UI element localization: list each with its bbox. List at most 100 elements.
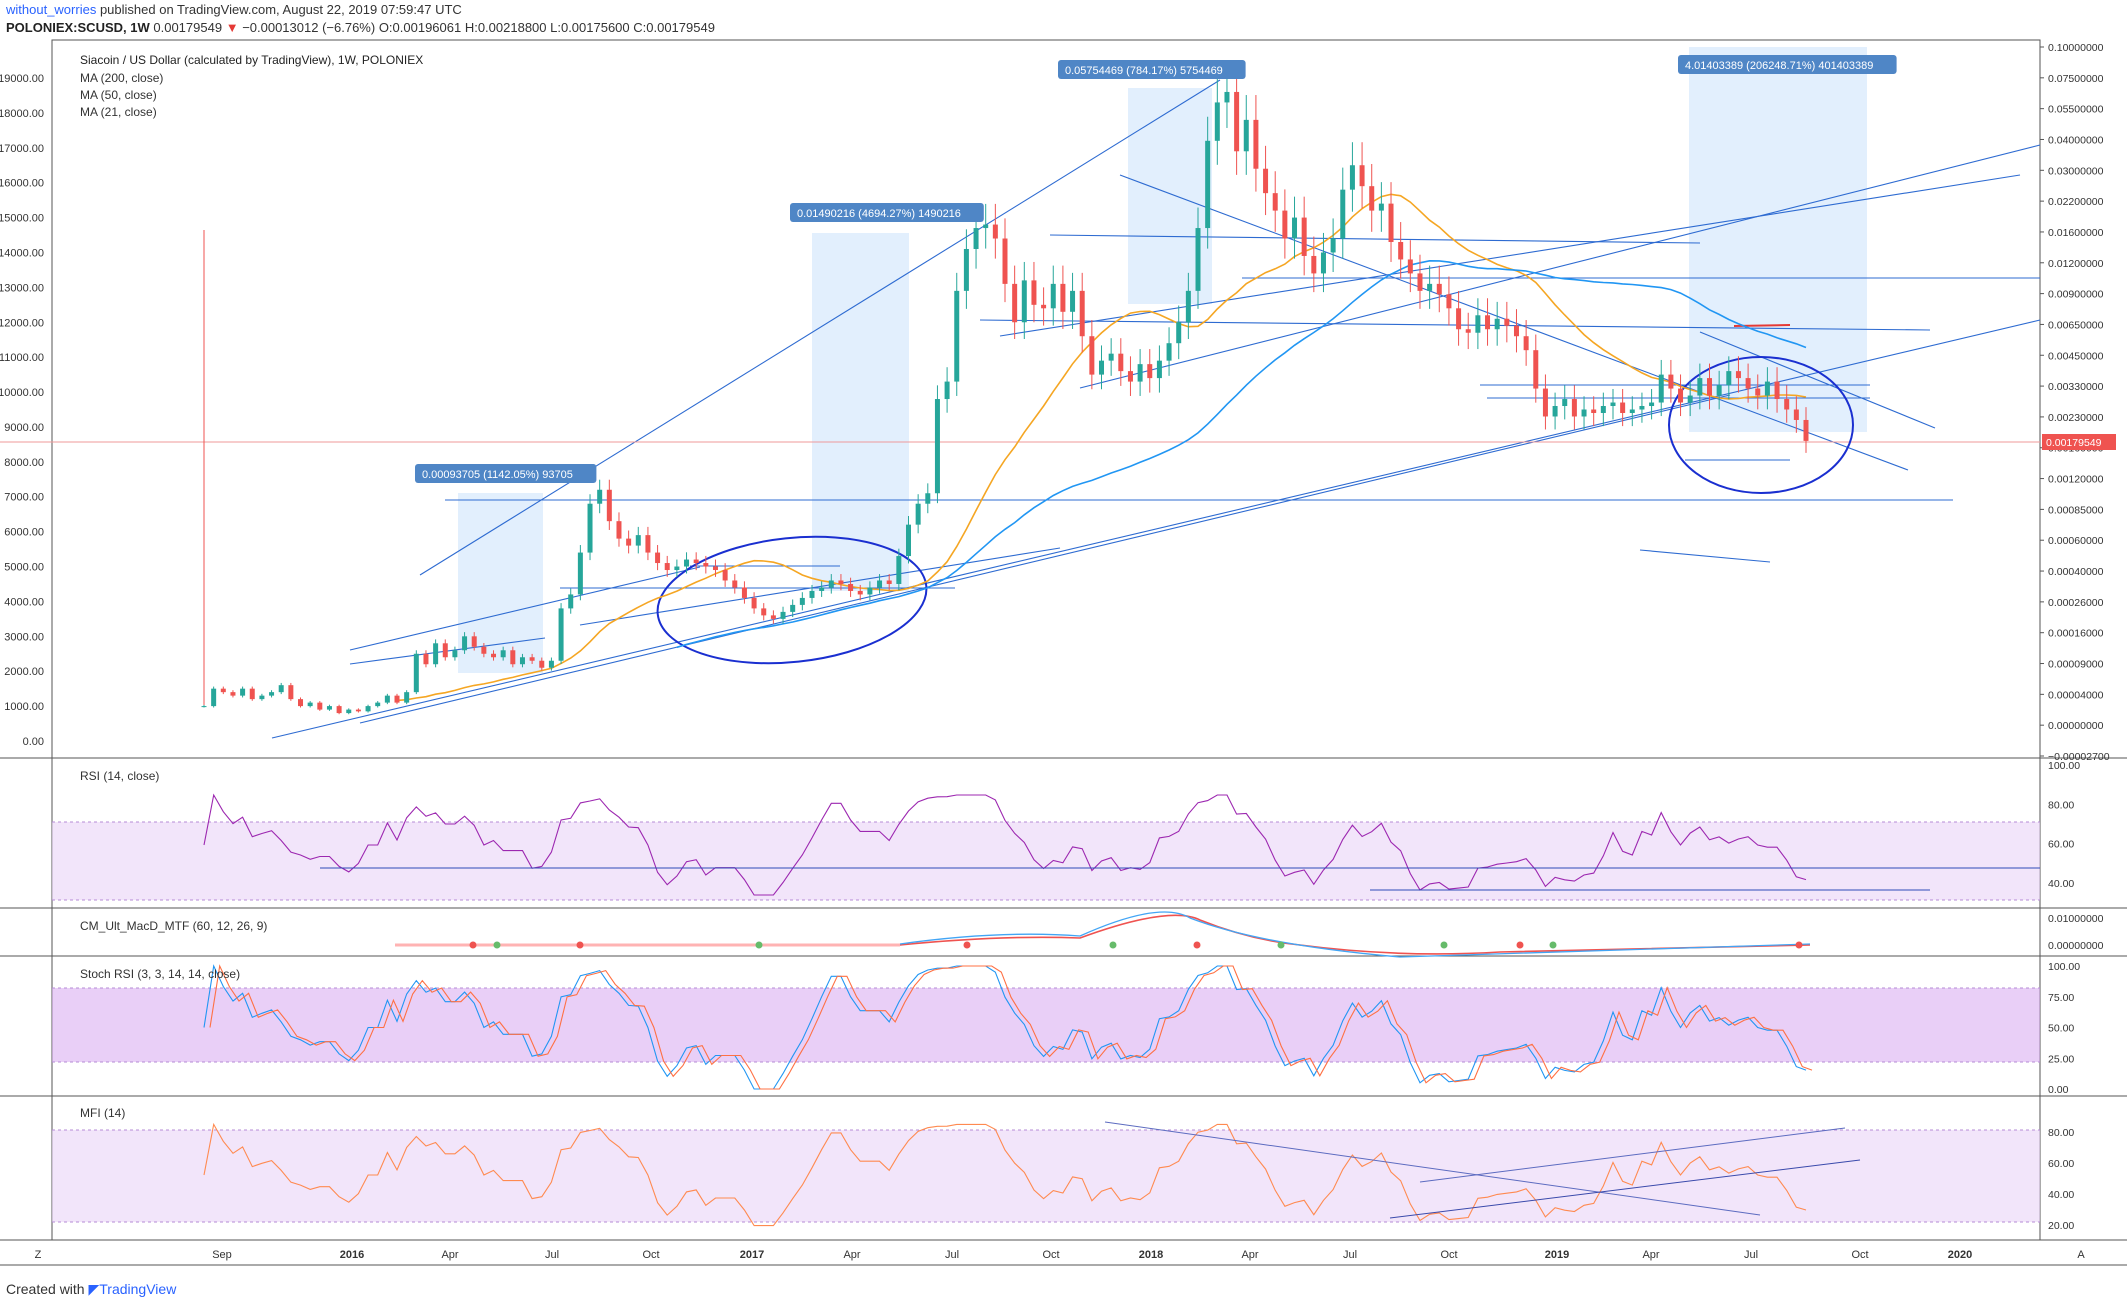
candle-body bbox=[1282, 210, 1288, 239]
candle-body bbox=[645, 535, 651, 553]
candle-body bbox=[326, 706, 332, 710]
left-axis-tick: 12000.00 bbox=[0, 317, 44, 329]
mfi-axis-tick: 40.00 bbox=[2048, 1189, 2074, 1201]
macd-cross-dot bbox=[1109, 941, 1117, 949]
right-axis-tick: 0.00004000 bbox=[2048, 689, 2104, 701]
candle-body bbox=[365, 706, 371, 712]
macd-line bbox=[395, 914, 1811, 955]
candle-body bbox=[491, 653, 497, 658]
ma-legend: MA (21, close) bbox=[80, 105, 157, 119]
candle-body bbox=[1494, 318, 1500, 330]
left-axis-tick: 2000.00 bbox=[4, 666, 44, 678]
candle-body bbox=[1359, 165, 1365, 187]
measure-label-box bbox=[790, 203, 984, 222]
trend-line bbox=[1049, 234, 1701, 244]
indicator-lines bbox=[203, 793, 2040, 1227]
candle-body bbox=[1523, 336, 1529, 351]
stoch-axis-tick: 100.00 bbox=[2048, 961, 2080, 973]
rsi-axis-tick: 40.00 bbox=[2048, 878, 2074, 890]
left-axis-tick: 4000.00 bbox=[4, 596, 44, 608]
candle-body bbox=[1417, 273, 1423, 291]
trend-line bbox=[579, 547, 1061, 626]
candle-body bbox=[674, 566, 680, 571]
left-axis-tick: 0.00 bbox=[23, 736, 44, 748]
measure-label: 0.05754469 (784.17%) 5754469 bbox=[1065, 65, 1223, 77]
ma21-line bbox=[396, 193, 1807, 702]
mfi-trend bbox=[1419, 1127, 1846, 1183]
candle-body bbox=[230, 692, 236, 696]
right-axis-tick: 0.00650000 bbox=[2048, 319, 2104, 331]
candle-body bbox=[452, 650, 458, 658]
candle-body bbox=[905, 524, 911, 557]
candle-body bbox=[442, 643, 448, 658]
right-axis-tick: 0.04000000 bbox=[2048, 134, 2104, 146]
candle-body bbox=[1398, 242, 1404, 260]
candle-body bbox=[307, 702, 313, 707]
candle-body bbox=[963, 248, 969, 291]
candle-body bbox=[703, 563, 709, 567]
candle-body bbox=[751, 597, 757, 609]
candle-body bbox=[1166, 343, 1172, 361]
candle-body bbox=[809, 590, 815, 598]
candle-body bbox=[1263, 168, 1269, 194]
macd-cross-dot bbox=[493, 941, 501, 949]
candle-body bbox=[1253, 119, 1259, 169]
x-axis-tick: Oct bbox=[1851, 1249, 1868, 1261]
highlight-ellipse bbox=[656, 535, 928, 665]
ma50-line bbox=[676, 259, 1807, 649]
candle-body bbox=[1581, 409, 1587, 417]
right-axis-tick: 0.00009000 bbox=[2048, 659, 2104, 671]
candle-body bbox=[298, 699, 304, 707]
measure-box bbox=[458, 493, 543, 673]
last-price-tag bbox=[2042, 434, 2116, 450]
candle-body bbox=[1089, 336, 1095, 375]
stoch-band bbox=[52, 988, 2040, 1062]
footer: Created with ◤TradingView bbox=[6, 1281, 176, 1298]
left-axis-tick: 5000.00 bbox=[4, 562, 44, 574]
right-axis-tick: 0.00085000 bbox=[2048, 504, 2104, 516]
candle-body bbox=[1224, 91, 1230, 103]
rsi-band bbox=[52, 822, 2040, 900]
candle-body bbox=[1070, 290, 1076, 312]
candle-body bbox=[1079, 290, 1085, 337]
candle-body bbox=[732, 580, 738, 588]
left-axis-tick: 17000.00 bbox=[0, 143, 44, 155]
candle-body bbox=[722, 570, 728, 581]
macd-cross-dot bbox=[1795, 941, 1803, 949]
right-axis-tick: 0.00016000 bbox=[2048, 628, 2104, 640]
left-axis-tick: 8000.00 bbox=[4, 457, 44, 469]
candle-body bbox=[481, 646, 487, 654]
tradingview-brand[interactable]: TradingView bbox=[99, 1281, 177, 1297]
chart-title: Siacoin / US Dollar (calculated by Tradi… bbox=[80, 53, 423, 67]
stoch-k-line bbox=[203, 964, 1807, 1090]
author-link[interactable]: without_worries bbox=[6, 2, 97, 17]
candle-body bbox=[211, 688, 217, 707]
candle-body bbox=[616, 521, 622, 539]
mfi-axis-tick: 20.00 bbox=[2048, 1220, 2074, 1232]
candle-body bbox=[510, 650, 516, 665]
x-axis-tick: 2018 bbox=[1139, 1249, 1163, 1261]
candle-body bbox=[1388, 203, 1394, 243]
trend-line bbox=[271, 319, 2041, 739]
stoch-axis-tick: 25.00 bbox=[2048, 1053, 2074, 1065]
candle-body bbox=[1533, 350, 1539, 389]
candle-body bbox=[1436, 283, 1442, 295]
candle-body bbox=[529, 657, 535, 661]
candle-body bbox=[1243, 119, 1249, 152]
x-axis-tick: 2020 bbox=[1948, 1249, 1972, 1261]
candle-body bbox=[375, 702, 381, 707]
candle-body bbox=[1726, 371, 1732, 386]
candle-body bbox=[249, 688, 255, 700]
candle-body bbox=[1021, 280, 1027, 323]
symbol-name[interactable]: POLONIEX:SCUSD, 1W bbox=[6, 20, 150, 35]
candle-body bbox=[201, 706, 207, 708]
created-with-text: Created with bbox=[6, 1281, 85, 1297]
candle-body bbox=[1542, 388, 1548, 417]
right-axis-tick: 0.00060000 bbox=[2048, 535, 2104, 547]
macd-cross-dot bbox=[576, 941, 584, 949]
left-axis-tick: 11000.00 bbox=[0, 352, 44, 364]
right-axis-tick: 0.00900000 bbox=[2048, 289, 2104, 301]
x-axis-tick: Oct bbox=[1042, 1249, 1059, 1261]
macd-cross-dot bbox=[1440, 941, 1448, 949]
